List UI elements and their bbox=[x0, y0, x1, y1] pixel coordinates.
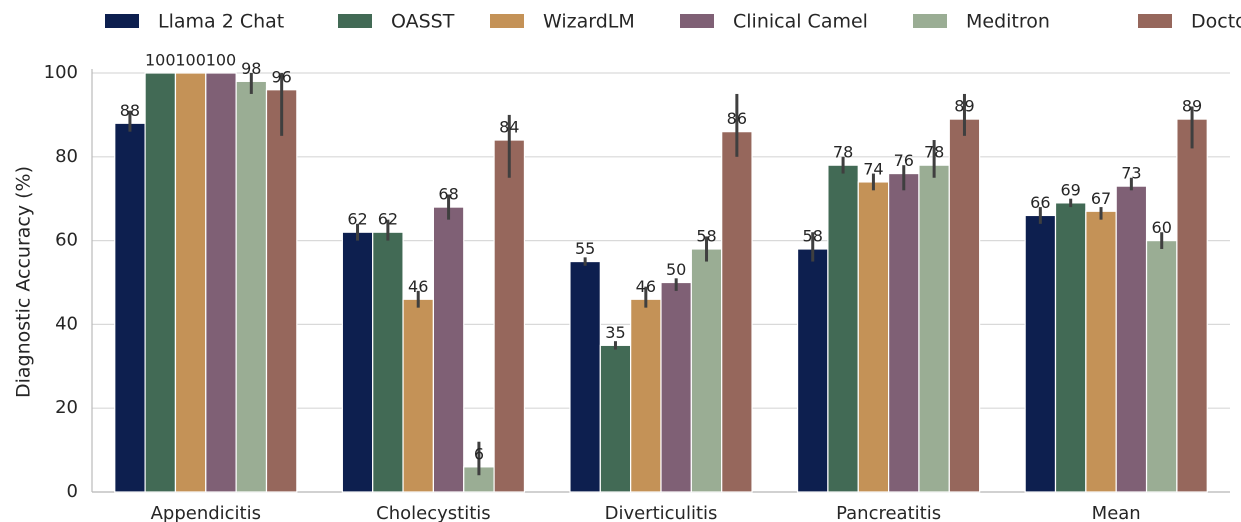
bar bbox=[235, 80, 268, 493]
bar bbox=[1176, 118, 1208, 493]
bar bbox=[144, 72, 177, 493]
value-label: 73 bbox=[1121, 164, 1141, 183]
bar bbox=[918, 164, 950, 493]
bar bbox=[599, 344, 632, 493]
value-label: 60 bbox=[1152, 218, 1172, 237]
y-tick-label: 80 bbox=[55, 146, 78, 167]
value-label: 66 bbox=[1030, 193, 1050, 212]
bar bbox=[1145, 240, 1178, 493]
value-label: 68 bbox=[438, 185, 458, 204]
bar bbox=[1054, 202, 1087, 493]
bar bbox=[341, 231, 374, 493]
value-label: 89 bbox=[954, 97, 974, 116]
legend-swatch bbox=[913, 14, 947, 28]
bar bbox=[432, 206, 465, 493]
value-label: 46 bbox=[636, 277, 656, 296]
bar bbox=[796, 248, 829, 493]
value-label: 100 bbox=[145, 51, 176, 70]
value-label: 76 bbox=[894, 151, 914, 170]
value-label: 74 bbox=[863, 159, 883, 178]
bar bbox=[569, 260, 601, 493]
bar bbox=[660, 281, 692, 493]
y-tick-label: 0 bbox=[67, 481, 78, 502]
y-tick-label: 60 bbox=[55, 230, 78, 251]
bar bbox=[948, 118, 981, 493]
x-tick-label: Diverticulitis bbox=[605, 503, 718, 522]
legend-label: WizardLM bbox=[543, 11, 635, 33]
bar bbox=[887, 172, 920, 493]
legend-swatch bbox=[490, 14, 524, 28]
value-label: 69 bbox=[1061, 180, 1081, 199]
y-tick-label: 40 bbox=[55, 313, 78, 334]
bar bbox=[630, 298, 662, 493]
value-label: 58 bbox=[803, 226, 823, 245]
value-label: 78 bbox=[833, 143, 853, 162]
bar bbox=[721, 131, 753, 493]
bar bbox=[402, 298, 435, 493]
legend-swatch bbox=[338, 14, 372, 28]
x-tick-label: Pancreatitis bbox=[836, 503, 941, 522]
x-tick-label: Cholecystitis bbox=[376, 503, 491, 522]
bar bbox=[265, 89, 298, 493]
value-label: 100 bbox=[175, 51, 206, 70]
value-label: 88 bbox=[120, 101, 140, 120]
value-label: 96 bbox=[271, 67, 291, 86]
legend-label: Doctors bbox=[1191, 11, 1241, 33]
bar bbox=[1085, 210, 1117, 493]
value-label: 58 bbox=[696, 226, 716, 245]
value-label: 6 bbox=[474, 444, 484, 463]
legend-swatch bbox=[105, 14, 139, 28]
bar bbox=[857, 181, 890, 493]
value-label: 100 bbox=[206, 51, 237, 70]
legend-label: Clinical Camel bbox=[733, 11, 868, 33]
value-label: 89 bbox=[1182, 97, 1202, 116]
bar bbox=[1024, 214, 1057, 493]
value-label: 78 bbox=[924, 143, 944, 162]
value-label: 46 bbox=[408, 277, 428, 296]
bar bbox=[1115, 185, 1148, 493]
bar bbox=[827, 164, 859, 493]
value-label: 84 bbox=[499, 118, 519, 137]
bar bbox=[690, 248, 723, 493]
legend-label: Llama 2 Chat bbox=[158, 11, 284, 33]
value-label: 35 bbox=[605, 323, 625, 342]
x-tick-label: Appendicitis bbox=[151, 503, 261, 522]
value-label: 62 bbox=[378, 210, 398, 229]
bar bbox=[114, 122, 146, 493]
legend-label: Meditron bbox=[966, 11, 1050, 33]
bar bbox=[174, 72, 207, 493]
value-label: 50 bbox=[666, 260, 686, 279]
value-label: 86 bbox=[727, 109, 747, 128]
legend-swatch bbox=[1138, 14, 1172, 28]
bar bbox=[205, 72, 237, 493]
bar bbox=[372, 231, 404, 493]
x-tick-label: Mean bbox=[1092, 503, 1141, 522]
y-axis-title: Diagnostic Accuracy (%) bbox=[13, 166, 35, 398]
y-tick-label: 100 bbox=[44, 62, 78, 83]
legend-swatch bbox=[680, 14, 714, 28]
bar bbox=[493, 139, 526, 493]
value-label: 67 bbox=[1091, 189, 1111, 208]
legend-label: OASST bbox=[391, 11, 455, 33]
value-label: 62 bbox=[347, 210, 367, 229]
y-tick-label: 20 bbox=[55, 397, 78, 418]
value-label: 98 bbox=[241, 59, 261, 78]
value-label: 55 bbox=[575, 239, 595, 258]
